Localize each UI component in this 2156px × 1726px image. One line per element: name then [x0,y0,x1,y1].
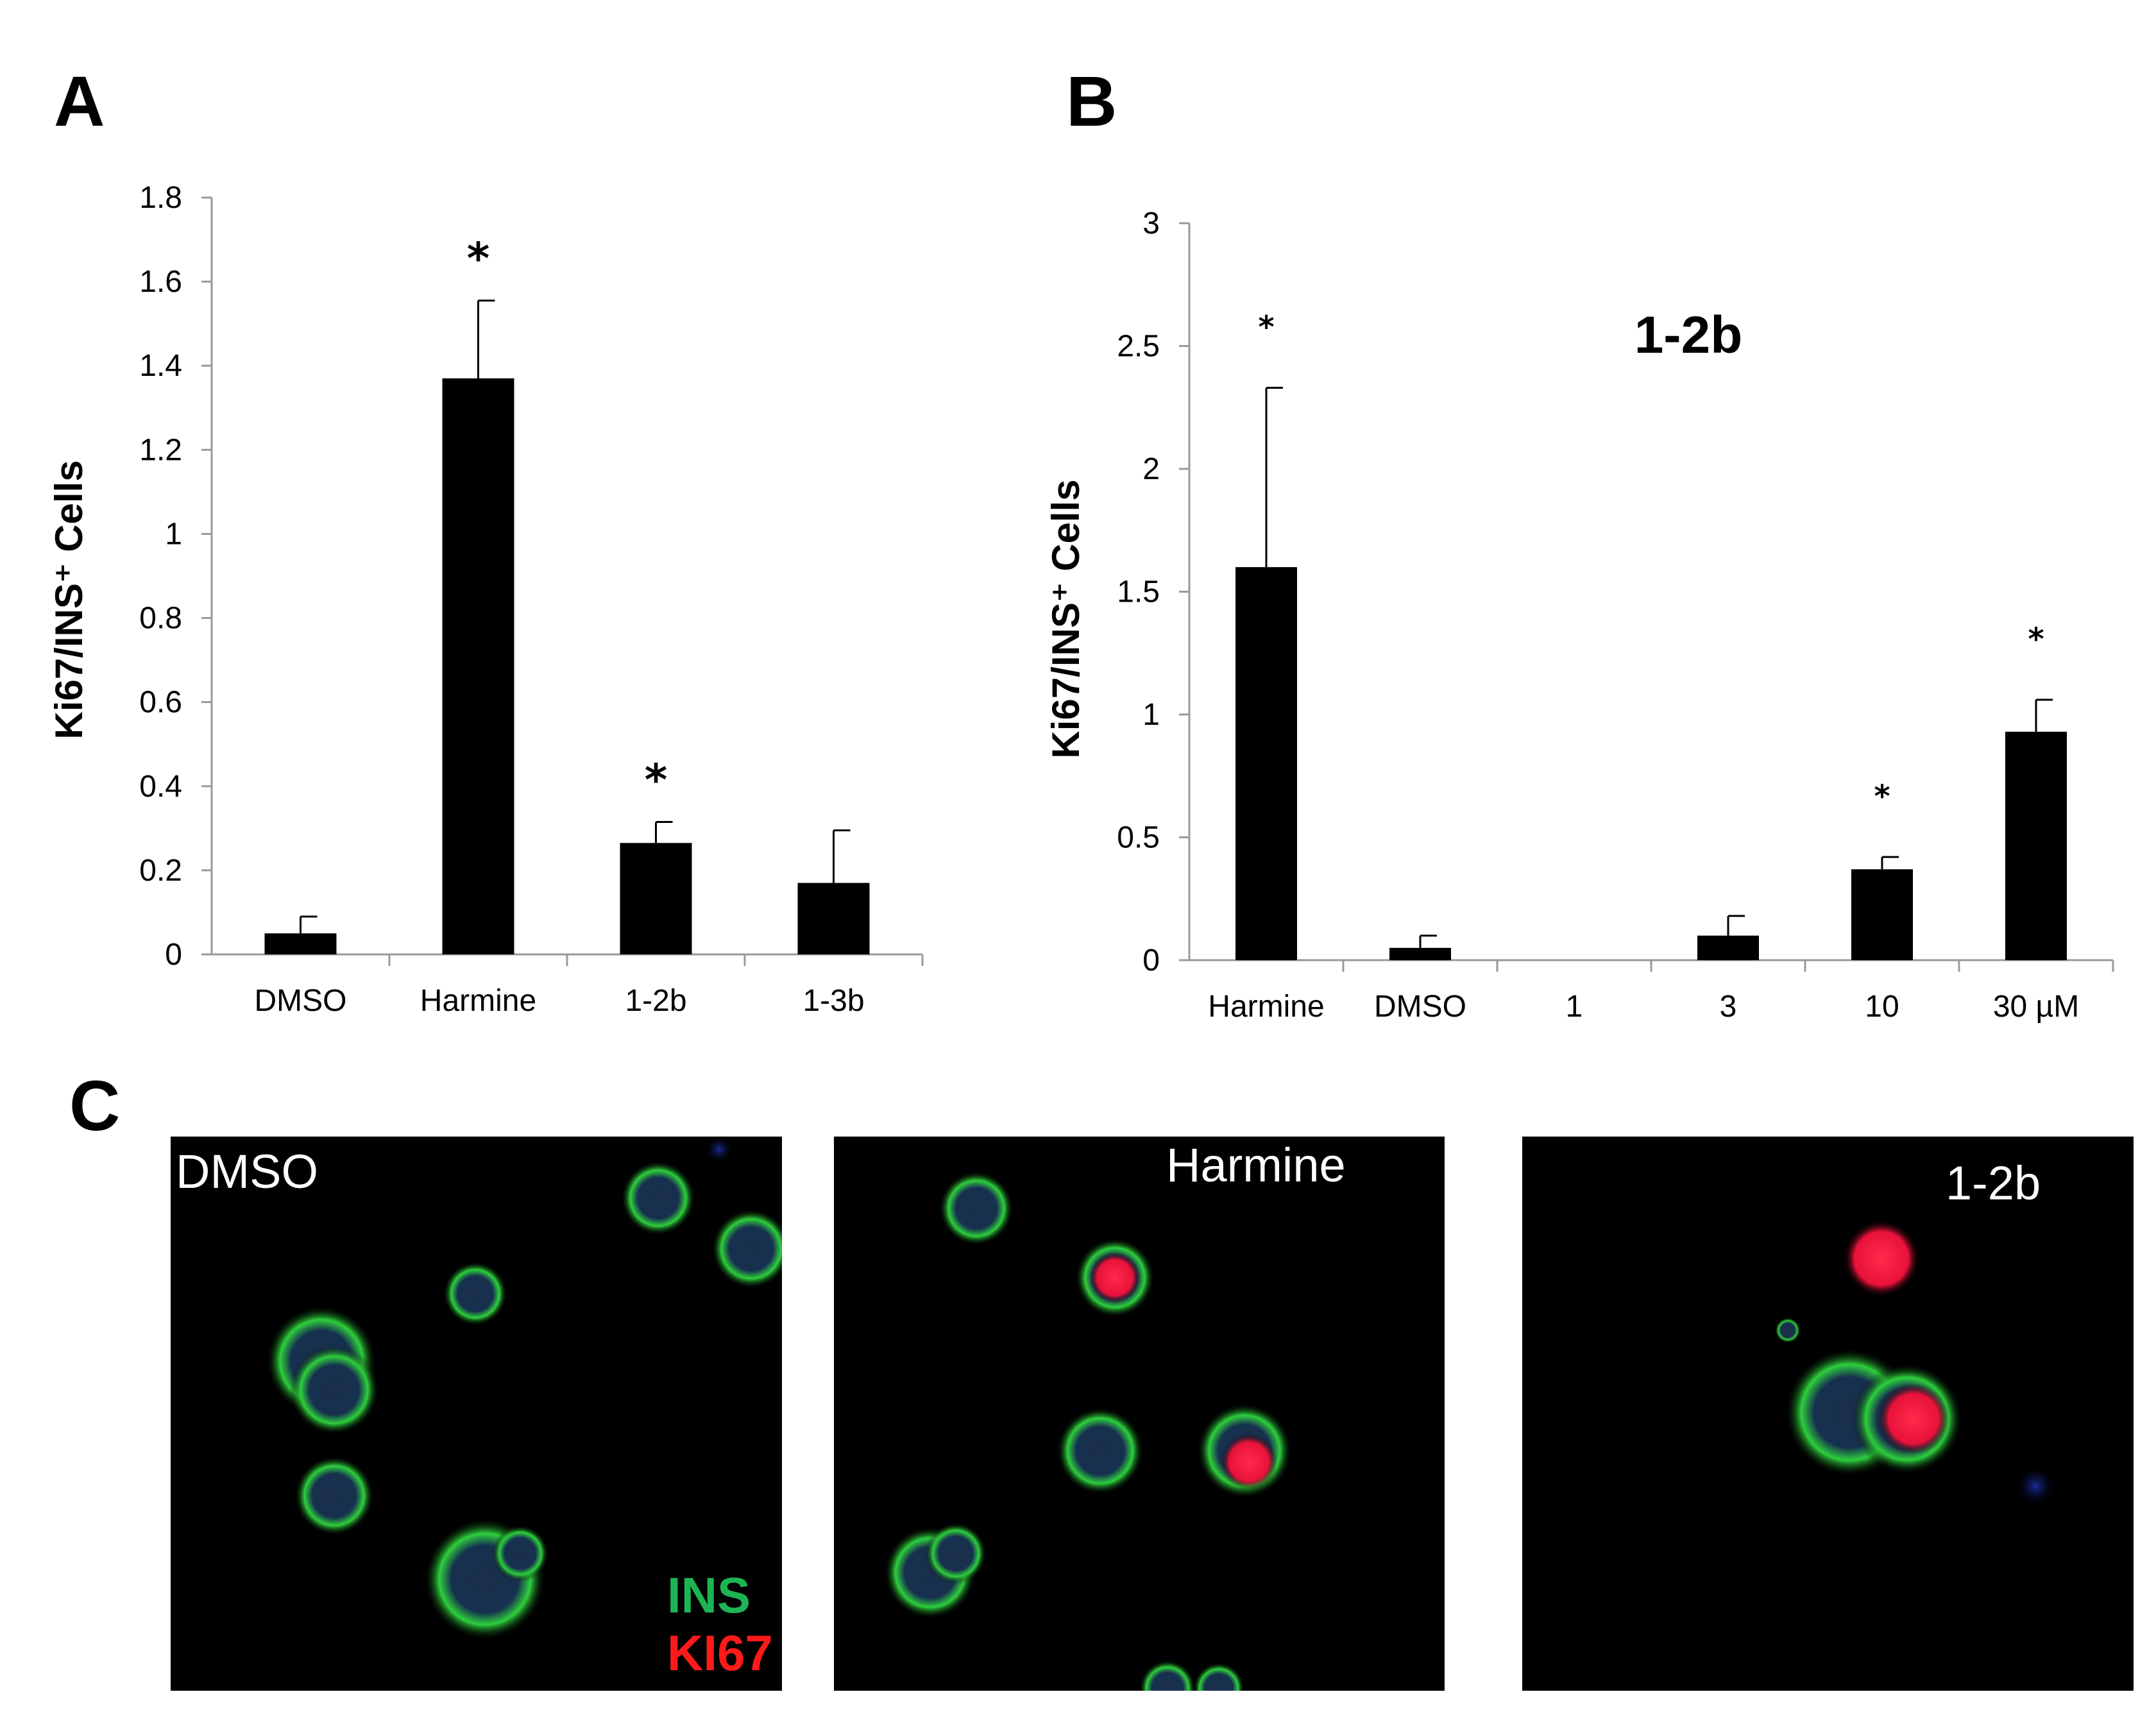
x-category-label: 1-3b [802,984,864,1018]
y-tick-label: 1 [165,517,182,551]
bar [797,883,870,954]
y-tick-label: 1.8 [139,181,182,215]
micrograph-1-2b: 1-2b [1522,1137,2134,1691]
y-tick-label: 1.4 [139,349,182,383]
legend-ki67: KI67 [667,1625,773,1681]
bar [442,378,514,954]
y-axis-title: Ki67/INS⁺ Cells [1044,479,1087,758]
micrograph-harmine-label: Harmine [1166,1138,1346,1192]
y-tick-label: 3 [1142,207,1160,241]
x-category-label: 1 [1566,990,1583,1024]
significance-star: * [1258,310,1274,346]
panel-b-letter: B [1066,62,1117,141]
micrograph-1-2b-cells [1775,1220,2056,1507]
x-category-label: DMSO [1374,990,1466,1024]
x-category-label: Harmine [1208,990,1324,1024]
chart-a: 0 0.2 0.4 0.6 0.8 1 1.2 1.4 1.6 1.8 DMSO * Harmine * 1… [47,181,924,1018]
y-tick-label: 0.8 [139,602,182,636]
y-tick-label: 0.2 [139,854,182,888]
micrograph-harmine-cells [884,1171,1292,1691]
x-category-label: 3 [1720,990,1737,1024]
chart-b: 0 0.5 1 1.5 2 2.5 3 * Harmine DMSO 1 3 * 10 * 30 µM Ki67… [1044,207,2114,1024]
bar [1389,947,1451,960]
y-tick-label: 1 [1142,698,1160,732]
x-category-label: DMSO [255,984,347,1018]
y-tick-label: 0 [1142,943,1160,977]
significance-star: * [467,234,490,285]
x-category-label: 1-2b [625,984,686,1018]
x-category-label: 10 [1865,990,1899,1024]
x-category-label: Harmine [420,984,536,1018]
micrograph-dmso: DMSO INS KI67 [171,1137,782,1691]
panel-c-letter: C [69,1067,121,1146]
y-tick-label: 1.6 [139,265,182,299]
legend-ins: INS [667,1567,751,1623]
bar [264,933,337,954]
y-tick-label: 0.6 [139,686,182,720]
y-tick-label: 2.5 [1117,330,1160,364]
chart-title: 1-2b [1634,306,1743,364]
y-tick-label: 0.5 [1117,821,1160,855]
micrograph-dmso-label: DMSO [176,1145,318,1198]
significance-star: * [1874,779,1890,815]
y-axis-title: Ki67/INS⁺ Cells [47,460,90,739]
significance-star: * [2028,622,2044,657]
micrograph-harmine: Harmine [834,1137,1445,1691]
micrograph-dmso-cells [266,1137,782,1640]
y-tick-label: 2 [1142,452,1160,486]
panel-a-letter: A [54,62,105,141]
bar [620,843,692,954]
y-tick-label: 0 [165,938,182,972]
y-tick-label: 0.4 [139,770,182,804]
bar [1697,935,1759,960]
x-category-label: 30 µM [1993,990,2079,1024]
significance-star: * [645,756,668,806]
y-tick-label: 1.2 [139,433,182,467]
bar [2005,731,2067,960]
y-tick-label: 1.5 [1117,575,1160,609]
micrograph-1-2b-label: 1-2b [1946,1156,2041,1210]
bar [1235,567,1297,960]
bar [1851,869,1913,960]
